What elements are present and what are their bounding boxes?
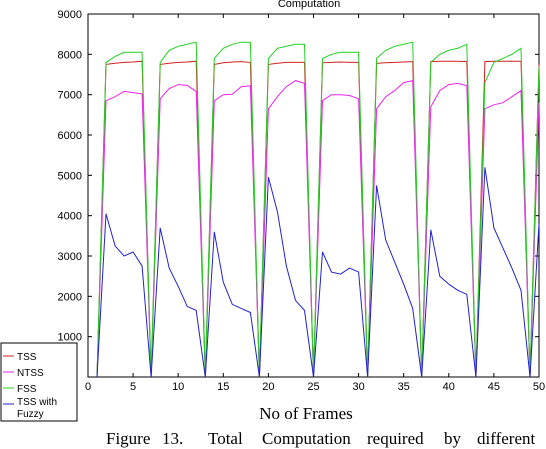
y-tick-label: 1000 [58, 332, 82, 344]
x-tick-label: 40 [443, 381, 455, 393]
series-layer [96, 41, 540, 378]
x-tick-label: 0 [85, 381, 91, 393]
x-tick-label: 45 [488, 381, 500, 393]
x-tick-label: 25 [307, 381, 319, 393]
chart-title: Computation [278, 0, 340, 10]
x-tick-label: 20 [262, 381, 274, 393]
caption-word-total: Total [208, 429, 243, 448]
series-line-ntss [96, 79, 540, 378]
caption-word-required: required [367, 429, 424, 448]
y-tick-label: 7000 [58, 90, 82, 102]
legend-label-tss-fuzzy: TSS with [17, 397, 57, 408]
x-tick-label: 35 [398, 381, 410, 393]
caption-word-figure: Figure [106, 429, 150, 448]
y-axis: 1000 2000 3000 4000 5000 6000 7000 8000 9000 [58, 9, 539, 344]
y-tick-label: 9000 [58, 9, 82, 21]
series-line-tss-with-fuzzy [96, 167, 540, 378]
x-axis: 0 5 10 15 20 25 30 35 40 45 50 [85, 14, 545, 393]
legend-label-tss: TSS [17, 352, 37, 363]
y-tick-label: 3000 [58, 251, 82, 263]
caption-word-by: by [444, 429, 462, 448]
series-line-fss [96, 41, 540, 378]
x-tick-label: 50 [533, 381, 545, 393]
x-axis-label: No of Frames [259, 404, 352, 423]
y-tick-label: 2000 [58, 291, 82, 303]
figure-caption: Figure 13. Total Computation required by… [106, 429, 535, 448]
legend-label-ntss: NTSS [17, 368, 44, 379]
y-tick-label: 5000 [58, 170, 82, 182]
x-tick-label: 5 [130, 381, 136, 393]
y-tick-label: 4000 [58, 211, 82, 223]
legend: TSS NTSS FSS TSS with Fuzzy [0, 342, 78, 422]
y-tick-label: 8000 [58, 49, 82, 61]
y-tick-label: 6000 [58, 130, 82, 142]
x-tick-label: 10 [172, 381, 184, 393]
caption-word-number: 13. [162, 429, 183, 448]
x-tick-label: 30 [352, 381, 364, 393]
caption-word-computation: Computation [262, 429, 351, 448]
legend-label-fss: FSS [17, 384, 37, 395]
caption-word-different: different [477, 429, 535, 448]
x-tick-label: 15 [217, 381, 229, 393]
legend-label-tss-fuzzy-line2: Fuzzy [17, 409, 44, 420]
